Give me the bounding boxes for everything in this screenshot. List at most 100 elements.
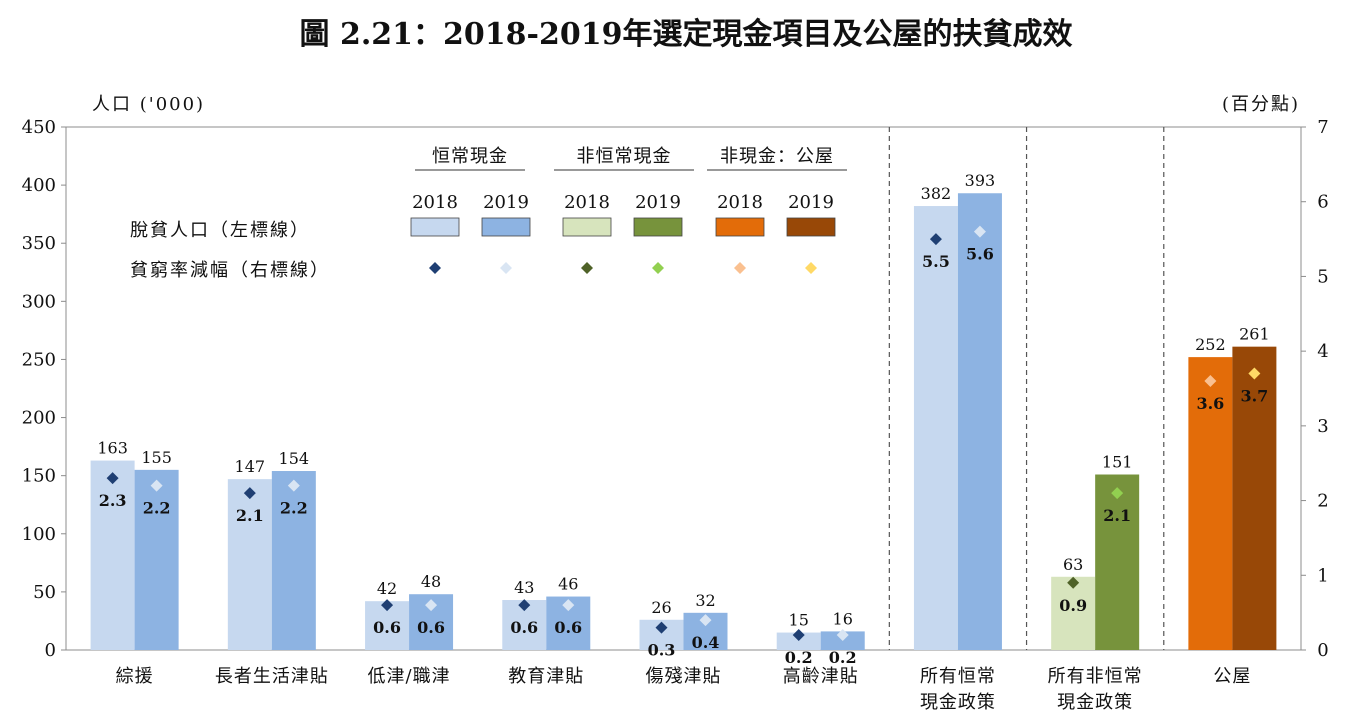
left-tick-label: 400 (22, 175, 56, 196)
bar-value-label: 154 (279, 449, 310, 468)
legend-group-heading: 恒常現金 (432, 146, 508, 167)
bar-value-label: 42 (377, 579, 397, 598)
left-tick-label: 150 (22, 466, 56, 487)
category-label: 傷殘津貼 (646, 666, 722, 687)
legend-swatch-bar (410, 217, 460, 237)
bar-2019 (134, 469, 179, 650)
left-tick-label: 50 (33, 582, 56, 603)
legend-swatch-diamond (734, 262, 746, 274)
category-label: 高齡津貼 (783, 666, 859, 687)
legend-year-label: 2018 (717, 192, 763, 213)
bar-value-label: 48 (421, 572, 441, 591)
legend-swatch-diamond (581, 262, 593, 274)
left-tick-label: 300 (22, 291, 56, 312)
bar-2018 (90, 460, 135, 650)
left-tick-label: 100 (22, 524, 56, 545)
category-label: 長者生活津貼 (215, 666, 329, 687)
rate-value-label: 3.7 (1240, 387, 1268, 406)
rate-marker-2018 (381, 599, 394, 612)
bar-value-label: 16 (833, 609, 853, 628)
rate-marker-2019 (287, 479, 300, 492)
rate-value-label: 0.4 (692, 633, 720, 652)
bar-value-label: 261 (1239, 325, 1270, 344)
rate-marker-2018 (243, 487, 256, 500)
left-tick-label: 250 (22, 349, 56, 370)
rate-value-label: 0.9 (1059, 596, 1087, 615)
bar-value-label: 382 (921, 184, 952, 203)
right-tick-label: 2 (1317, 491, 1328, 512)
rate-value-label: 2.1 (1103, 506, 1131, 525)
rate-marker-2019 (150, 479, 163, 492)
left-tick-label: 450 (22, 117, 56, 138)
bar-2019 (1232, 346, 1277, 650)
rate-value-label: 0.3 (648, 641, 676, 660)
legend-year-label: 2018 (564, 192, 610, 213)
legend-group-heading: 非恒常現金 (577, 146, 672, 167)
bar-value-label: 43 (514, 578, 534, 597)
rate-value-label: 2.2 (280, 499, 308, 518)
category-label: 現金政策 (1057, 692, 1133, 713)
legend-swatch-bar (786, 217, 836, 237)
rate-value-label: 0.2 (829, 648, 857, 667)
category-label: 所有恒常 (920, 666, 996, 687)
rate-marker-2018 (1067, 576, 1080, 589)
rate-value-label: 0.6 (554, 618, 582, 637)
legend-swatch-bar (633, 217, 683, 237)
bar-value-label: 163 (97, 439, 128, 458)
bar-2018 (227, 479, 272, 650)
bar-2018 (913, 206, 958, 650)
legend-swatch-diamond (805, 262, 817, 274)
legend: 恒常現金 非恒常現金 非現金：公屋 2018 2019 2018 2019 2018 2019 脫… (130, 146, 847, 281)
category-label: 教育津貼 (508, 666, 584, 687)
rate-value-label: 5.6 (966, 245, 994, 264)
rate-marker-2019 (699, 614, 712, 627)
legend-swatch-bar (481, 217, 531, 237)
left-axis-unit: 人口 ('000) (92, 94, 205, 115)
right-axis-unit: (百分點) (1222, 94, 1300, 115)
rate-marker-2019 (1111, 487, 1124, 500)
right-tick-label: 1 (1317, 565, 1328, 586)
rate-marker-2019 (973, 225, 986, 238)
bar-2019 (1095, 474, 1140, 650)
rate-value-label: 0.2 (785, 648, 813, 667)
bar-value-label: 46 (558, 575, 578, 594)
category-label: 公屋 (1213, 666, 1251, 687)
bar-value-label: 147 (235, 457, 266, 476)
rate-marker-2019 (1248, 367, 1261, 380)
rate-marker-2018 (792, 629, 805, 642)
legend-year-label: 2019 (483, 192, 529, 213)
rate-value-label: 0.6 (373, 618, 401, 637)
category-label: 綜援 (116, 666, 154, 687)
rate-marker-2018 (106, 472, 119, 485)
bar-value-label: 32 (695, 591, 715, 610)
rate-value-label: 2.1 (236, 506, 264, 525)
legend-row-rate: 貧窮率減幅（右標線） (130, 260, 330, 281)
bar-value-label: 15 (789, 611, 809, 630)
rate-marker-2018 (655, 621, 668, 634)
legend-year-label: 2019 (788, 192, 834, 213)
rate-marker-2018 (929, 233, 942, 246)
legend-row-population: 脫貧人口（左標線） (130, 220, 310, 241)
left-tick-label: 200 (22, 408, 56, 429)
bar-2019 (957, 193, 1002, 650)
legend-swatch-bar (715, 217, 765, 237)
right-tick-label: 0 (1317, 640, 1328, 661)
rate-value-label: 0.6 (417, 618, 445, 637)
bar-value-label: 63 (1063, 555, 1083, 574)
bar-value-label: 393 (965, 171, 996, 190)
bar-value-label: 151 (1102, 453, 1133, 472)
legend-year-label: 2018 (412, 192, 458, 213)
rate-marker-2018 (1204, 375, 1217, 388)
right-tick-label: 5 (1317, 266, 1328, 287)
category-label: 低津/職津 (368, 666, 451, 687)
rate-value-label: 2.3 (99, 491, 127, 510)
bar-value-label: 26 (651, 598, 671, 617)
rate-marker-2019 (836, 629, 849, 642)
chart-title: 圖 2.21：2018-2019年選定現金項目及公屋的扶貧成效 (300, 17, 1073, 52)
bar-value-label: 155 (141, 448, 172, 467)
legend-swatch-diamond (652, 262, 664, 274)
rate-marker-2018 (518, 599, 531, 612)
rate-value-label: 0.6 (510, 618, 538, 637)
